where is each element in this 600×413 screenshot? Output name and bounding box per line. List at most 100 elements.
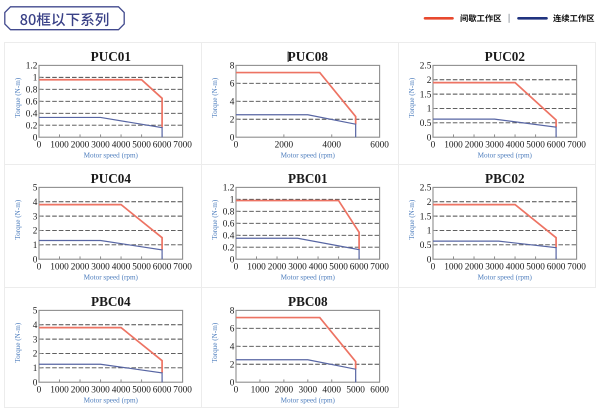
svg-text:0: 0 xyxy=(230,378,235,388)
svg-text:0: 0 xyxy=(431,263,436,273)
svg-text:2000: 2000 xyxy=(71,141,90,151)
svg-text:0: 0 xyxy=(33,255,38,265)
svg-text:5: 5 xyxy=(33,307,38,317)
svg-text:1: 1 xyxy=(33,241,38,251)
svg-text:Motor speed (rpm): Motor speed (rpm) xyxy=(478,274,533,282)
svg-text:2000: 2000 xyxy=(268,263,287,273)
svg-text:4000: 4000 xyxy=(112,263,131,273)
svg-text:Torque (N-m): Torque (N-m) xyxy=(211,77,219,118)
svg-text:2000: 2000 xyxy=(465,263,484,273)
svg-text:0: 0 xyxy=(234,263,239,273)
svg-text:2: 2 xyxy=(33,350,38,360)
svg-text:7000: 7000 xyxy=(173,263,192,273)
svg-text:2000: 2000 xyxy=(71,386,90,396)
svg-text:PBC08: PBC08 xyxy=(288,294,328,309)
svg-text:5000: 5000 xyxy=(329,263,348,273)
svg-text:Motor speed (rpm): Motor speed (rpm) xyxy=(84,397,139,405)
svg-text:3000: 3000 xyxy=(299,386,318,396)
svg-text:PUC04: PUC04 xyxy=(91,171,132,186)
svg-text:1000: 1000 xyxy=(247,263,266,273)
svg-text:PUC01: PUC01 xyxy=(91,49,131,64)
svg-text:8: 8 xyxy=(230,307,235,317)
svg-text:5000: 5000 xyxy=(132,141,151,151)
svg-text:4000: 4000 xyxy=(322,386,341,396)
svg-text:3000: 3000 xyxy=(91,141,110,151)
svg-text:Torque (N-m): Torque (N-m) xyxy=(211,322,219,363)
svg-text:1000: 1000 xyxy=(251,386,270,396)
svg-text:2000: 2000 xyxy=(465,141,484,151)
svg-text:5000: 5000 xyxy=(526,141,545,151)
svg-text:0: 0 xyxy=(427,255,432,265)
svg-text:3000: 3000 xyxy=(485,141,504,151)
svg-text:1.2: 1.2 xyxy=(223,184,235,194)
svg-text:1: 1 xyxy=(427,227,432,237)
svg-text:4: 4 xyxy=(230,98,235,108)
svg-text:4000: 4000 xyxy=(309,263,328,273)
svg-text:0.4: 0.4 xyxy=(26,109,38,119)
svg-text:1.2: 1.2 xyxy=(26,62,38,72)
svg-text:7000: 7000 xyxy=(173,141,192,151)
svg-text:4: 4 xyxy=(33,321,38,331)
svg-text:0: 0 xyxy=(431,141,436,151)
svg-text:7000: 7000 xyxy=(370,263,389,273)
svg-text:1.5: 1.5 xyxy=(420,90,432,100)
svg-text:4: 4 xyxy=(33,198,38,208)
svg-text:0: 0 xyxy=(37,386,42,396)
svg-text:5000: 5000 xyxy=(132,263,151,273)
svg-text:1000: 1000 xyxy=(50,141,69,151)
svg-text:PUC08: PUC08 xyxy=(288,49,329,64)
svg-text:0: 0 xyxy=(37,263,42,273)
svg-text:Motor speed (rpm): Motor speed (rpm) xyxy=(281,152,336,160)
svg-text:PBC01: PBC01 xyxy=(288,171,328,186)
svg-text:0: 0 xyxy=(37,141,42,151)
svg-text:Torque (N-m): Torque (N-m) xyxy=(408,77,416,118)
svg-text:2000: 2000 xyxy=(71,263,90,273)
svg-text:4000: 4000 xyxy=(506,263,525,273)
svg-text:Motor speed (rpm): Motor speed (rpm) xyxy=(84,152,139,160)
svg-text:Motor speed (rpm): Motor speed (rpm) xyxy=(281,397,336,405)
svg-text:6000: 6000 xyxy=(350,263,369,273)
svg-text:0.8: 0.8 xyxy=(223,208,235,218)
svg-text:6000: 6000 xyxy=(153,263,172,273)
svg-text:2: 2 xyxy=(230,115,235,125)
svg-text:2.5: 2.5 xyxy=(420,184,432,194)
svg-text:3000: 3000 xyxy=(288,263,307,273)
svg-text:3000: 3000 xyxy=(485,263,504,273)
svg-text:1.5: 1.5 xyxy=(420,212,432,222)
svg-text:6000: 6000 xyxy=(547,263,566,273)
svg-text:PBC04: PBC04 xyxy=(91,294,131,309)
svg-text:2000: 2000 xyxy=(275,386,294,396)
svg-text:6000: 6000 xyxy=(547,141,566,151)
svg-text:5000: 5000 xyxy=(526,263,545,273)
svg-text:8: 8 xyxy=(230,62,235,72)
svg-text:0.2: 0.2 xyxy=(223,243,235,253)
svg-text:2.5: 2.5 xyxy=(420,62,432,72)
svg-text:Motor speed (rpm): Motor speed (rpm) xyxy=(281,274,336,282)
svg-text:Torque (N-m): Torque (N-m) xyxy=(408,199,416,240)
svg-text:0.2: 0.2 xyxy=(26,121,38,131)
svg-text:1: 1 xyxy=(230,196,235,206)
svg-text:Motor speed (rpm): Motor speed (rpm) xyxy=(478,152,533,160)
svg-text:2000: 2000 xyxy=(275,141,294,151)
svg-text:6000: 6000 xyxy=(370,141,389,151)
svg-text:4000: 4000 xyxy=(322,141,341,151)
svg-text:0: 0 xyxy=(33,133,38,143)
svg-text:0.6: 0.6 xyxy=(26,98,38,108)
svg-text:4000: 4000 xyxy=(112,386,131,396)
svg-text:7000: 7000 xyxy=(173,386,192,396)
svg-text:1000: 1000 xyxy=(50,263,69,273)
svg-text:2: 2 xyxy=(230,360,235,370)
svg-text:6000: 6000 xyxy=(153,386,172,396)
svg-text:6000: 6000 xyxy=(370,386,389,396)
svg-text:7000: 7000 xyxy=(567,141,586,151)
svg-text:Motor speed (rpm): Motor speed (rpm) xyxy=(84,274,139,282)
svg-text:4000: 4000 xyxy=(506,141,525,151)
svg-text:3000: 3000 xyxy=(91,386,110,396)
svg-text:5: 5 xyxy=(33,184,38,194)
svg-text:0: 0 xyxy=(230,133,235,143)
svg-text:1000: 1000 xyxy=(444,141,463,151)
svg-text:3000: 3000 xyxy=(91,263,110,273)
svg-text:0.6: 0.6 xyxy=(223,220,235,230)
svg-text:Torque (N-m): Torque (N-m) xyxy=(14,77,22,118)
svg-text:6: 6 xyxy=(230,80,235,90)
